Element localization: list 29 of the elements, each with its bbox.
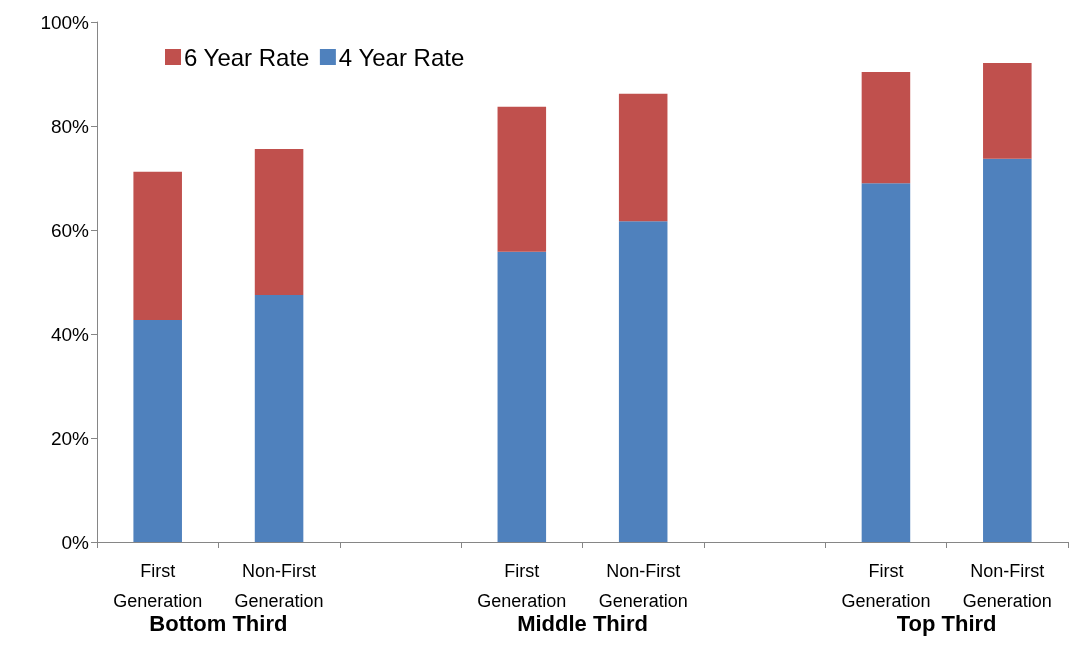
x-tick-label: Non-First Generation xyxy=(234,561,324,611)
bar xyxy=(133,319,182,542)
bar xyxy=(861,183,911,542)
x-tick-label: Non-First Generation xyxy=(962,561,1052,611)
y-tick-label: 40% xyxy=(50,323,90,345)
bar xyxy=(497,106,547,252)
legend-label: 4 Year Rate xyxy=(338,43,465,71)
bar xyxy=(983,158,1032,542)
bar xyxy=(618,93,668,222)
bar xyxy=(254,148,304,295)
bar xyxy=(254,295,304,542)
x-tick-label: First Generation xyxy=(477,561,567,611)
legend-label: 6 Year Rate xyxy=(184,43,310,71)
bar xyxy=(861,71,911,184)
y-tick-label: 80% xyxy=(50,115,90,137)
y-tick-label: 100% xyxy=(40,11,90,33)
bar xyxy=(983,63,1032,159)
y-tick-label: 60% xyxy=(50,219,90,241)
bar xyxy=(497,251,547,542)
x-tick-label: First Generation xyxy=(841,561,931,611)
y-tick-label: 20% xyxy=(50,427,90,449)
x-tick-label: First Generation xyxy=(113,561,203,611)
y-tick-label: 0% xyxy=(61,531,90,553)
text: Middle Third xyxy=(517,610,648,636)
bar xyxy=(618,221,668,542)
text: Bottom Third xyxy=(149,610,288,636)
x-tick-label: Non-First Generation xyxy=(598,561,688,611)
text: Top Third xyxy=(896,610,997,636)
bar xyxy=(133,171,182,320)
